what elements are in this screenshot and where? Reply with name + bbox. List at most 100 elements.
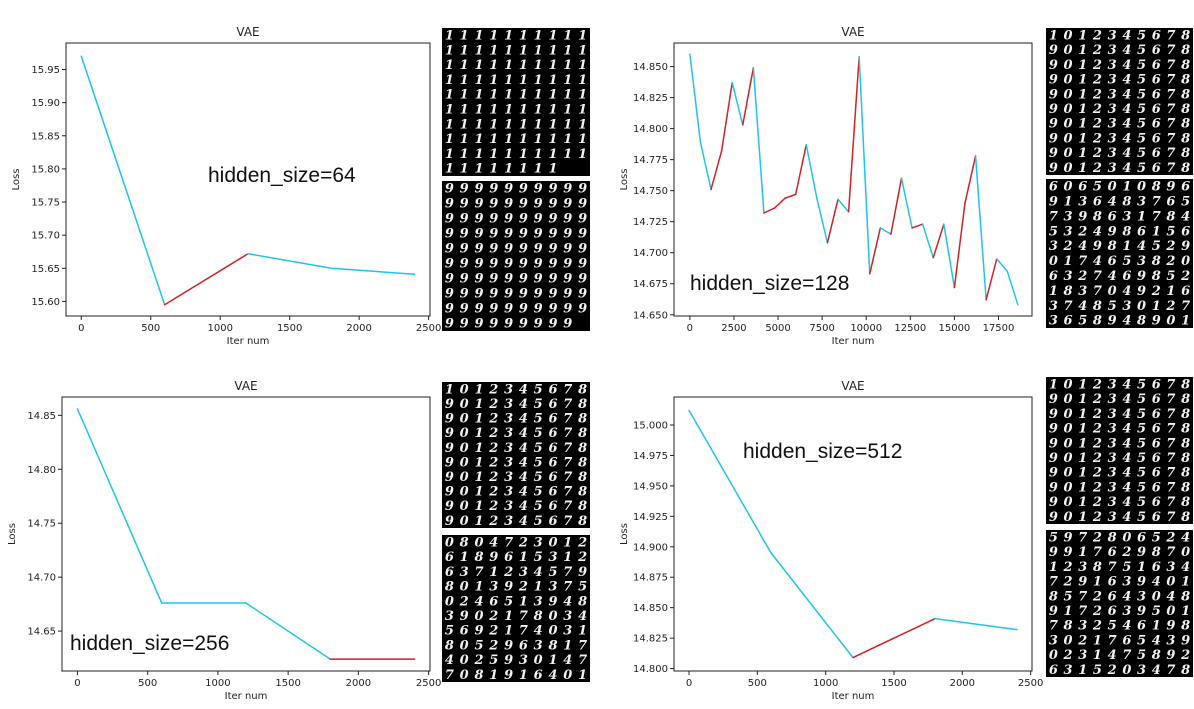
sample-digit: 7 xyxy=(1166,58,1175,73)
sample-digit: 7 xyxy=(1181,299,1190,314)
sample-digit: 5 xyxy=(1137,436,1146,451)
sample-digit: 3 xyxy=(1137,254,1146,269)
sample-digit: 7 xyxy=(1166,161,1175,176)
sample-digit: 1 xyxy=(578,88,587,103)
sample-digit: 1 xyxy=(474,580,483,595)
sample-digit: 2 xyxy=(1092,58,1102,73)
sample-digit: 6 xyxy=(548,470,557,485)
x-tick-label: 500 xyxy=(141,323,160,334)
sample-digit: 9 xyxy=(489,182,498,197)
sample-digit: 2 xyxy=(488,624,498,639)
sample-digit: 9 xyxy=(534,302,543,317)
sample-digit: 9 xyxy=(1049,43,1058,58)
sample-digit: 9 xyxy=(504,580,513,595)
sample-digit: 9 xyxy=(489,197,498,212)
sample-digit: 7 xyxy=(578,653,587,668)
sample-digit: 1 xyxy=(519,43,528,58)
sample-digit: 6 xyxy=(1078,180,1087,195)
sample-digit: 5 xyxy=(1137,407,1146,422)
sample-digit: 9 xyxy=(1137,604,1146,619)
sample-digit: 4 xyxy=(1181,209,1190,224)
sample-digit: 7 xyxy=(1152,209,1161,224)
sample-digit: 4 xyxy=(1122,619,1131,634)
x-tick-label: 500 xyxy=(748,678,767,689)
sample-digit: 9 xyxy=(534,272,543,287)
sample-digit: 4 xyxy=(1122,510,1131,525)
sample-digit: 3 xyxy=(1122,209,1131,224)
sample-digit: 6 xyxy=(1152,117,1161,132)
sample-digit: 2 xyxy=(1092,619,1102,634)
sample-digit: 0 xyxy=(1064,480,1073,495)
sample-digit: 1 xyxy=(445,117,454,132)
sample-digit: 2 xyxy=(1077,269,1087,284)
sample-digit: 1 xyxy=(1093,633,1102,648)
sample-digit: 1 xyxy=(474,455,483,470)
sample-digit: 5 xyxy=(1137,73,1146,88)
sample-digit: 3 xyxy=(519,565,528,580)
sample-digit: 9 xyxy=(1078,575,1087,590)
sample-digit: 9 xyxy=(460,609,469,624)
sample-digit: 4 xyxy=(1122,146,1131,161)
sample-digit: 5 xyxy=(1137,633,1146,648)
sample-digit: 5 xyxy=(1152,530,1161,545)
sample-digit: 5 xyxy=(1093,180,1102,195)
sample-digit: 1 xyxy=(563,147,572,162)
sample-digit: 9 xyxy=(534,227,543,242)
sample-digit: 0 xyxy=(1064,495,1073,510)
x-tick-label: 0 xyxy=(74,678,80,689)
sample-digit: 9 xyxy=(578,212,587,227)
sample-digit: 1 xyxy=(534,29,543,44)
sample-digit: 1 xyxy=(578,132,587,147)
sample-digit: 2 xyxy=(1077,633,1087,648)
sample-digit: 2 xyxy=(488,455,498,470)
sample-digit: 8 xyxy=(1093,209,1102,224)
sample-digit: 8 xyxy=(1152,254,1161,269)
sample-digit: 0 xyxy=(474,609,483,624)
sample-digit: 3 xyxy=(1064,224,1073,239)
sample-digit: 1 xyxy=(548,103,557,118)
sample-digit: 1 xyxy=(563,535,572,550)
sample-digit: 2 xyxy=(1092,146,1102,161)
sample-digit: 1 xyxy=(1064,195,1073,210)
sample-digit: 7 xyxy=(1093,269,1102,284)
sample-digit: 4 xyxy=(519,382,528,397)
sample-digit: 9 xyxy=(1049,480,1058,495)
sample-digit: 1 xyxy=(534,117,543,132)
sample-digit: 9 xyxy=(474,197,483,212)
x-axis-label: Iter num xyxy=(227,336,270,347)
sample-digit: 3 xyxy=(534,594,543,609)
sample-digit: 0 xyxy=(548,535,557,550)
sample-digit: 1 xyxy=(1152,299,1161,314)
sample-digit: 9 xyxy=(445,212,454,227)
sample-digit: 2 xyxy=(1063,239,1073,254)
sample-digit: 9 xyxy=(445,426,454,441)
sample-digit: 1 xyxy=(445,43,454,58)
y-tick-label: 14.75 xyxy=(27,519,56,530)
sample-digit: 7 xyxy=(474,565,483,580)
sample-digit: 3 xyxy=(534,638,543,653)
sample-digit: 7 xyxy=(563,485,572,500)
sample-digit: 9 xyxy=(1166,648,1175,663)
chart-title: VAE xyxy=(841,25,864,39)
loss-segment-down xyxy=(688,409,772,554)
loss-segment-up xyxy=(163,252,249,306)
sample-digit: 4 xyxy=(1122,73,1131,88)
sample-digit: 8 xyxy=(1181,161,1190,176)
sample-digit: 2 xyxy=(1063,560,1073,575)
sample-digit: 1 xyxy=(1078,146,1087,161)
sample-digit: 2 xyxy=(1092,422,1102,437)
sample-digit: 3 xyxy=(1122,604,1131,619)
sample-digit: 9 xyxy=(445,397,454,412)
x-tick-label: 1000 xyxy=(207,323,232,334)
hidden-size-annotation: hidden_size=128 xyxy=(690,272,849,295)
sample-digit: 1 xyxy=(1166,284,1175,299)
sample-digit: 1 xyxy=(460,550,469,565)
sample-digit: 5 xyxy=(1108,619,1117,634)
sample-digit: 9 xyxy=(474,624,483,639)
sample-digit: 6 xyxy=(1152,146,1161,161)
sample-digit: 5 xyxy=(534,485,543,500)
sample-digit: 4 xyxy=(1122,58,1131,73)
sample-digit: 9 xyxy=(504,317,513,332)
sample-digit: 2 xyxy=(488,485,498,500)
sample-digit: 9 xyxy=(563,302,572,317)
